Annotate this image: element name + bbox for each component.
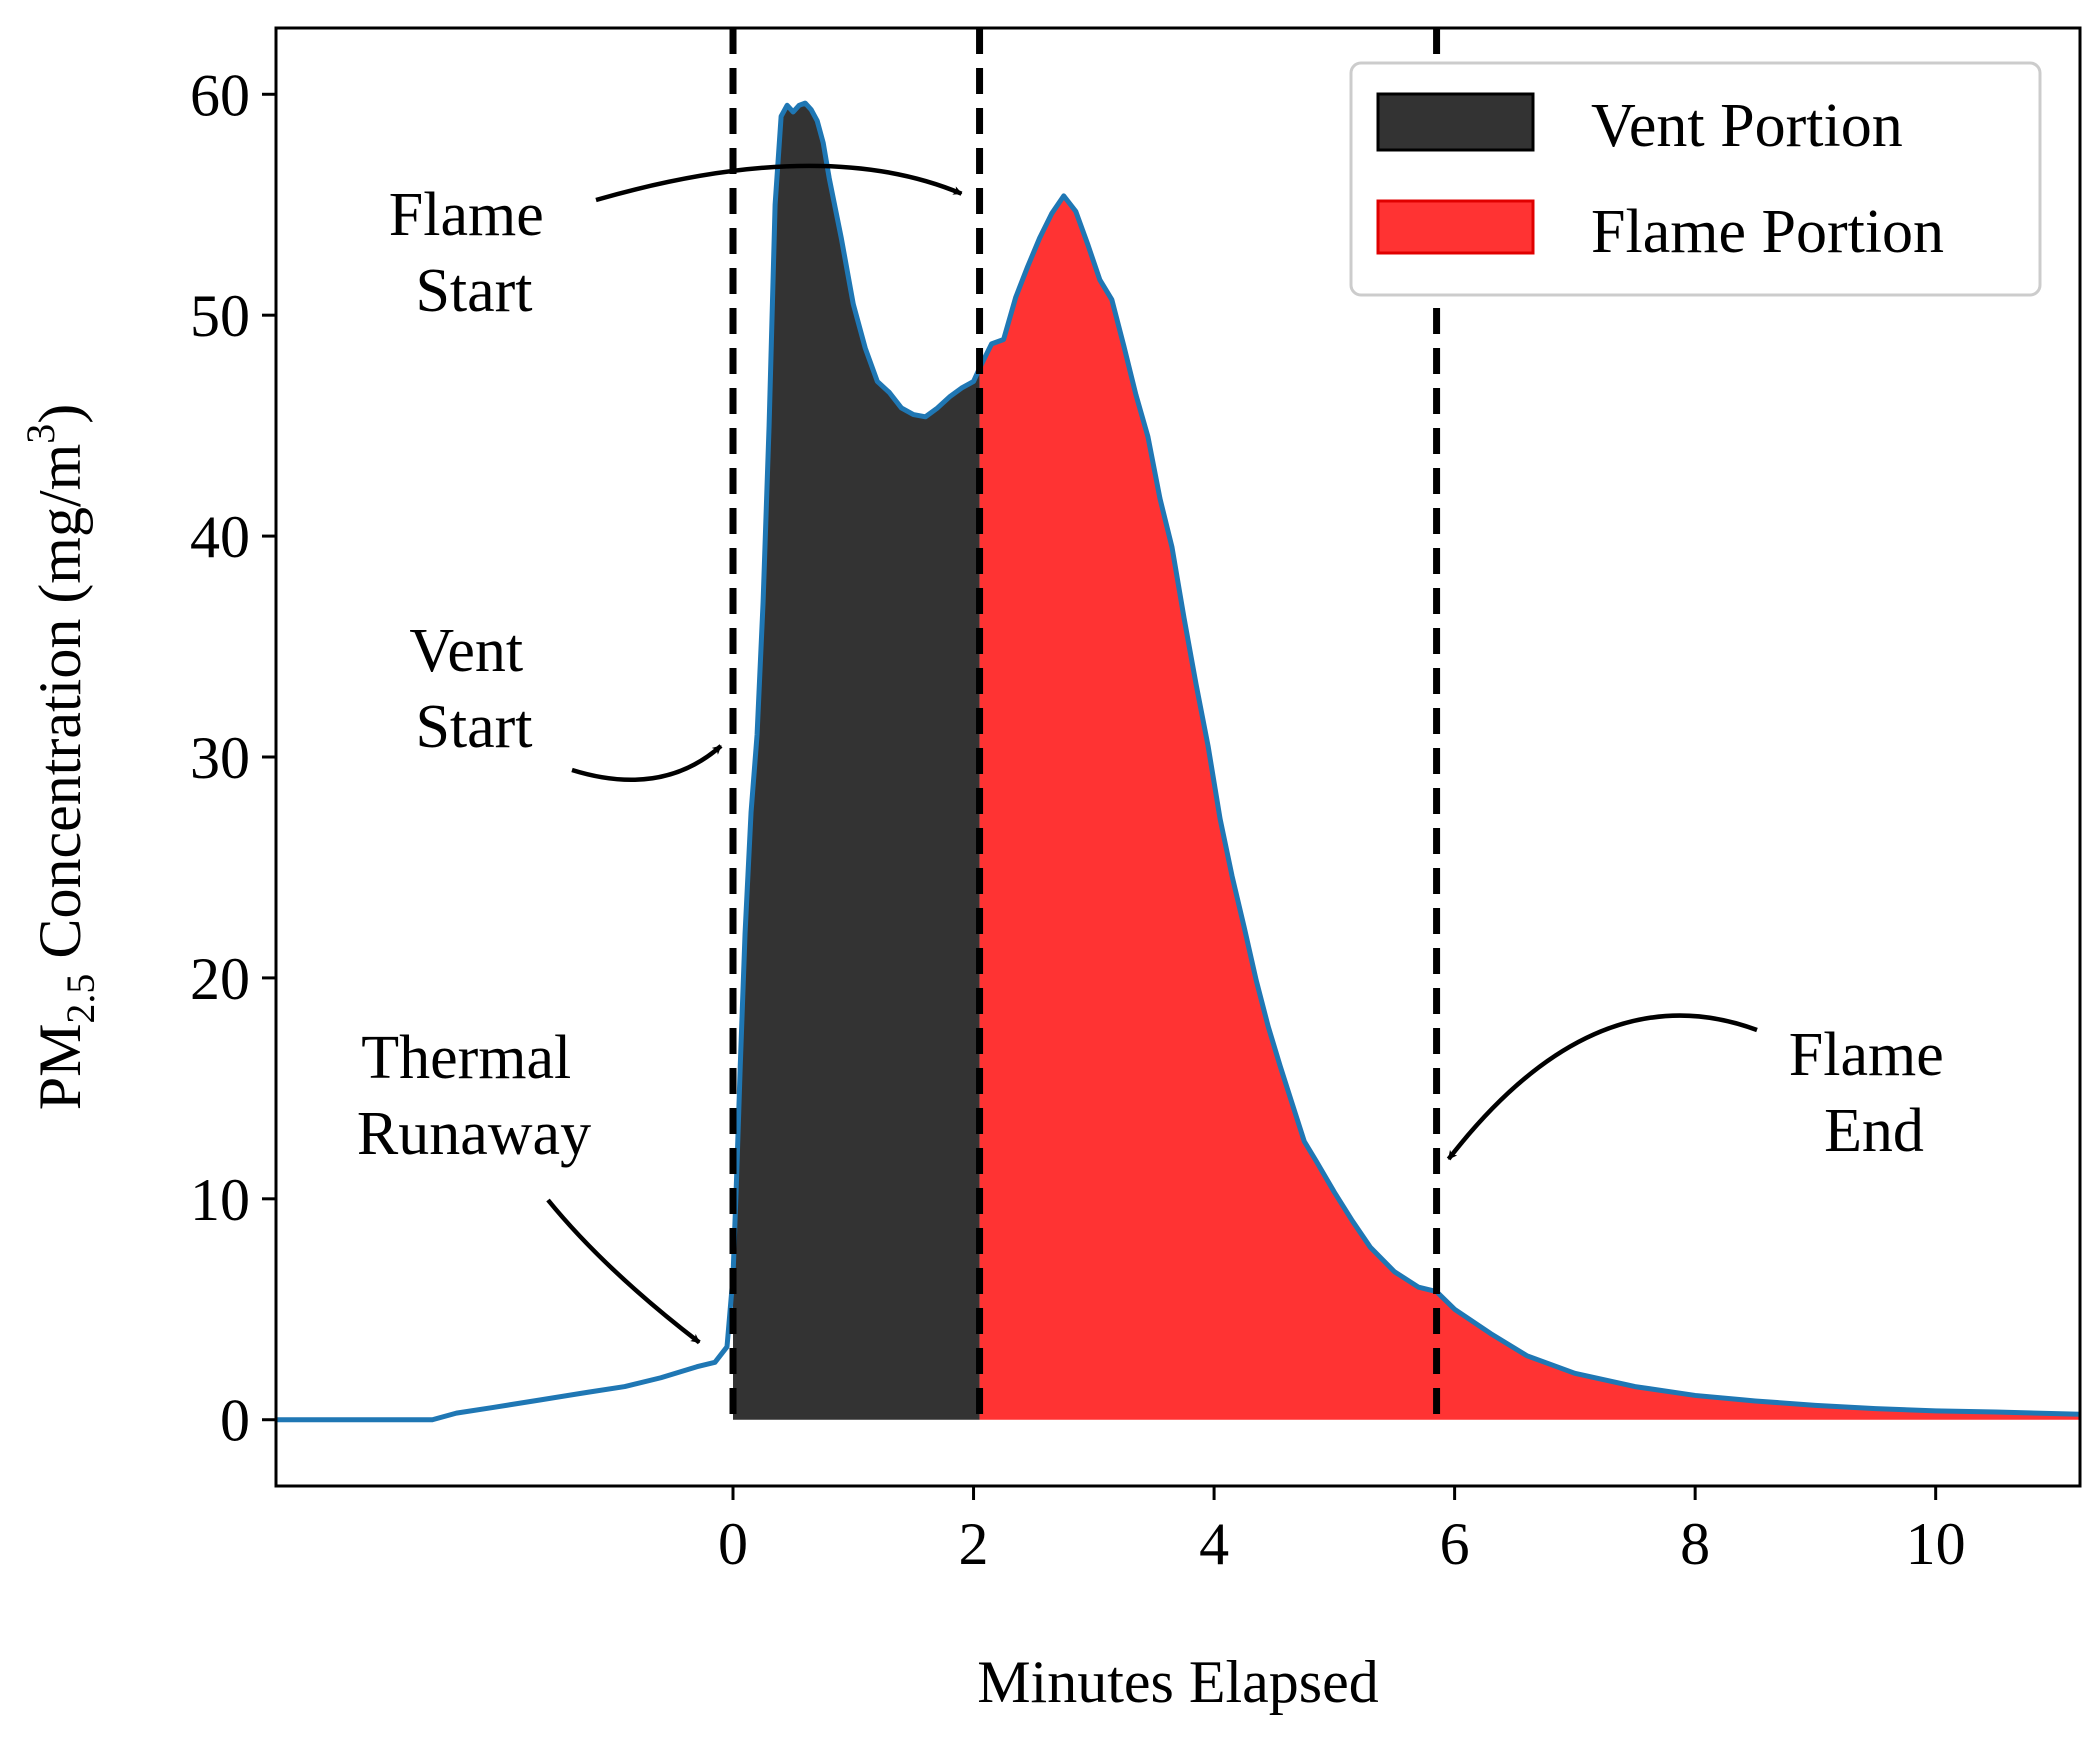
y-axis-ticks: 0 10 20 30 40 50 60 [190,62,276,1454]
flame-portion-area [979,195,2080,1420]
x-tick-label: 8 [1680,1511,1710,1577]
arrow-flame-start [595,163,963,203]
y-tick-label: 50 [190,283,250,349]
legend-label-vent: Vent Portion [1591,92,1903,160]
legend-swatch-vent [1376,92,1535,152]
y-tick-label: 40 [190,504,250,570]
y-tick-label: 10 [190,1167,250,1233]
annotation-flame-end: Flame End [1789,1021,1959,1165]
arrow-flame-end [1446,1013,1758,1161]
arrow-thermal-runaway [546,1198,701,1345]
annotations: Thermal Runaway Vent Start Flame Start F… [357,163,1959,1345]
legend: Vent Portion Flame Portion [1349,61,2042,297]
event-lines [729,28,1441,1420]
y-tick-label: 30 [190,725,250,791]
x-tick-label: 2 [959,1511,989,1577]
y-axis-label: PM2.5 Concentration (mg/m3) [18,404,103,1111]
pm25-series-line [276,100,2080,1423]
x-tick-label: 4 [1199,1511,1229,1577]
x-tick-label: 0 [718,1511,748,1577]
x-axis-ticks: 0 2 4 6 8 10 [718,1486,1966,1577]
arrow-vent-start [571,744,723,782]
x-tick-label: 10 [1906,1511,1966,1577]
y-tick-label: 0 [220,1388,250,1454]
legend-swatch-flame [1376,199,1535,255]
y-tick-label: 60 [190,62,250,128]
x-tick-label: 6 [1440,1511,1470,1577]
annotation-flame-start: Flame Start [389,181,559,325]
vent-portion-area [733,103,980,1420]
annotation-vent-start: Vent Start [409,617,538,761]
legend-label-flame: Flame Portion [1591,198,1944,266]
y-tick-label: 20 [190,946,250,1012]
x-axis-label: Minutes Elapsed [977,1649,1379,1715]
plot-area [276,28,2080,1423]
annotation-thermal-runaway: Thermal Runaway [357,1024,591,1168]
